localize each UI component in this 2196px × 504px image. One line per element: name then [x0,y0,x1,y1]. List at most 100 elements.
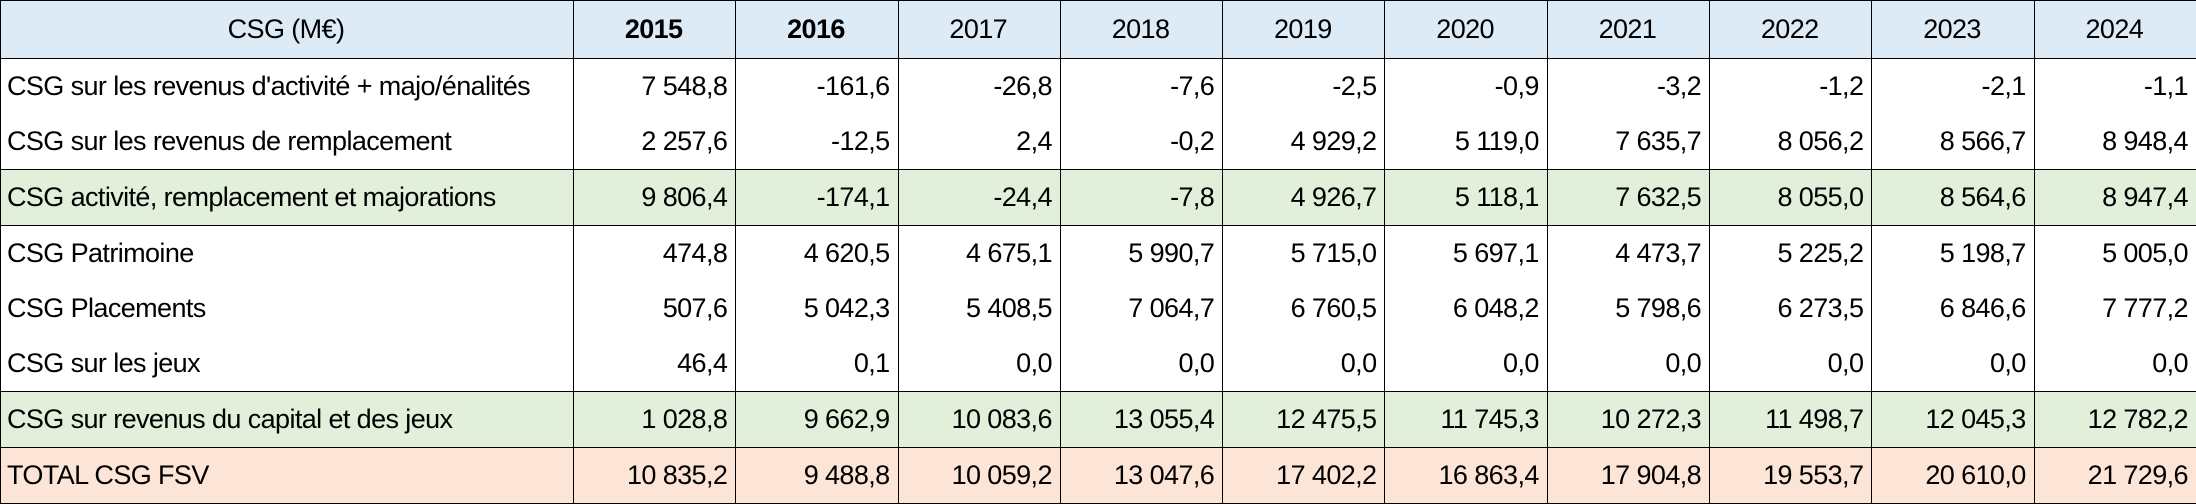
total-row: TOTAL CSG FSV 10 835,2 9 488,8 10 059,2 13 0… [0,447,2196,504]
value-cell-2016: 9 662,9 [735,391,899,448]
value-cell-2022: 19 553,7 [1709,447,1873,504]
value-cell-2024: 8 948,4 [2033,114,2196,170]
value-cell-2019: 4 929,2 [1222,114,1386,170]
value-cell-2023: 5 198,7 [1871,225,2035,281]
value-cell-2017: 4 675,1 [897,225,1061,281]
value-cell-2018: -0,2 [1059,114,1224,170]
table-row: CSG sur les revenus de remplacement 2 257… [0,114,2196,170]
value-cell-2021: -3,2 [1546,58,1711,114]
value-cell-2016: -12,5 [735,114,899,170]
table-body: CSG sur les revenus d'activité + majo/én… [0,58,2196,504]
value-cell-2019: -2,5 [1222,58,1386,114]
value-cell-2018: 0,0 [1059,336,1224,392]
value-cell-2024: 12 782,2 [2033,391,2196,448]
row-label: CSG Patrimoine [0,225,574,281]
header-label-cell: CSG (M€) [0,0,574,59]
value-cell-2019: 6 760,5 [1222,281,1386,336]
row-label: CSG sur les revenus d'activité + majo/én… [0,58,574,114]
header-year-2021: 2021 [1546,0,1711,59]
value-cell-2023: 0,0 [1871,336,2035,392]
value-cell-2020: 6 048,2 [1384,281,1548,336]
value-cell-2024: -1,1 [2033,58,2196,114]
header-year-2018: 2018 [1059,0,1224,59]
value-cell-2020: 11 745,3 [1384,391,1548,448]
value-cell-2021: 10 272,3 [1546,391,1711,448]
value-cell-2017: 2,4 [897,114,1061,170]
header-year-2015: 2015 [572,0,737,59]
row-label: CSG sur les jeux [0,336,574,392]
header-year-2024: 2024 [2033,0,2196,59]
value-cell-2019: 17 402,2 [1222,447,1386,504]
value-cell-2019: 0,0 [1222,336,1386,392]
header-year-2023: 2023 [1871,0,2035,59]
value-cell-2018: -7,6 [1059,58,1224,114]
value-cell-2018: 7 064,7 [1059,281,1224,336]
value-cell-2015: 7 548,8 [572,58,737,114]
value-cell-2018: 13 047,6 [1059,447,1224,504]
value-cell-2024: 0,0 [2033,336,2196,392]
value-cell-2022: 11 498,7 [1709,391,1873,448]
table-row: CSG Placements 507,6 5 042,3 5 408,5 7 064,7… [0,281,2196,336]
subtotal-row: CSG activité, remplacement et majoration… [0,169,2196,226]
value-cell-2020: 5 118,1 [1384,169,1548,226]
header-year-2016: 2016 [735,0,899,59]
table-header-row: CSG (M€) 2015 2016 2017 2018 2019 2020 2021 202… [0,0,2196,59]
value-cell-2017: 5 408,5 [897,281,1061,336]
header-year-2017: 2017 [897,0,1061,59]
value-cell-2020: 16 863,4 [1384,447,1548,504]
row-label: CSG sur revenus du capital et des jeux [0,391,574,448]
value-cell-2024: 8 947,4 [2033,169,2196,226]
value-cell-2017: -26,8 [897,58,1061,114]
value-cell-2022: -1,2 [1709,58,1873,114]
value-cell-2021: 5 798,6 [1546,281,1711,336]
row-label: CSG Placements [0,281,574,336]
value-cell-2022: 8 055,0 [1709,169,1873,226]
value-cell-2016: -161,6 [735,58,899,114]
value-cell-2022: 8 056,2 [1709,114,1873,170]
value-cell-2021: 0,0 [1546,336,1711,392]
value-cell-2023: 8 564,6 [1871,169,2035,226]
value-cell-2019: 12 475,5 [1222,391,1386,448]
value-cell-2021: 7 635,7 [1546,114,1711,170]
value-cell-2019: 4 926,7 [1222,169,1386,226]
value-cell-2015: 10 835,2 [572,447,737,504]
subtotal-row: CSG sur revenus du capital et des jeux 1 … [0,391,2196,448]
value-cell-2017: -24,4 [897,169,1061,226]
value-cell-2021: 7 632,5 [1546,169,1711,226]
value-cell-2022: 0,0 [1709,336,1873,392]
value-cell-2021: 17 904,8 [1546,447,1711,504]
value-cell-2024: 5 005,0 [2033,225,2196,281]
value-cell-2015: 507,6 [572,281,737,336]
value-cell-2023: 8 566,7 [1871,114,2035,170]
value-cell-2024: 21 729,6 [2033,447,2196,504]
row-label: TOTAL CSG FSV [0,447,574,504]
row-label: CSG sur les revenus de remplacement [0,114,574,170]
value-cell-2016: 4 620,5 [735,225,899,281]
value-cell-2017: 10 059,2 [897,447,1061,504]
value-cell-2020: -0,9 [1384,58,1548,114]
value-cell-2018: -7,8 [1059,169,1224,226]
header-year-2019: 2019 [1222,0,1386,59]
value-cell-2016: 0,1 [735,336,899,392]
value-cell-2020: 0,0 [1384,336,1548,392]
value-cell-2017: 10 083,6 [897,391,1061,448]
value-cell-2018: 13 055,4 [1059,391,1224,448]
header-year-2020: 2020 [1384,0,1548,59]
value-cell-2021: 4 473,7 [1546,225,1711,281]
value-cell-2023: 20 610,0 [1871,447,2035,504]
value-cell-2023: 12 045,3 [1871,391,2035,448]
value-cell-2015: 46,4 [572,336,737,392]
table-row: CSG sur les revenus d'activité + majo/én… [0,58,2196,114]
value-cell-2018: 5 990,7 [1059,225,1224,281]
row-label: CSG activité, remplacement et majoration… [0,169,574,226]
value-cell-2015: 9 806,4 [572,169,737,226]
value-cell-2015: 1 028,8 [572,391,737,448]
value-cell-2016: 9 488,8 [735,447,899,504]
value-cell-2015: 2 257,6 [572,114,737,170]
value-cell-2020: 5 697,1 [1384,225,1548,281]
value-cell-2019: 5 715,0 [1222,225,1386,281]
value-cell-2016: 5 042,3 [735,281,899,336]
value-cell-2015: 474,8 [572,225,737,281]
table-row: CSG Patrimoine 474,8 4 620,5 4 675,1 5 990,7… [0,225,2196,281]
